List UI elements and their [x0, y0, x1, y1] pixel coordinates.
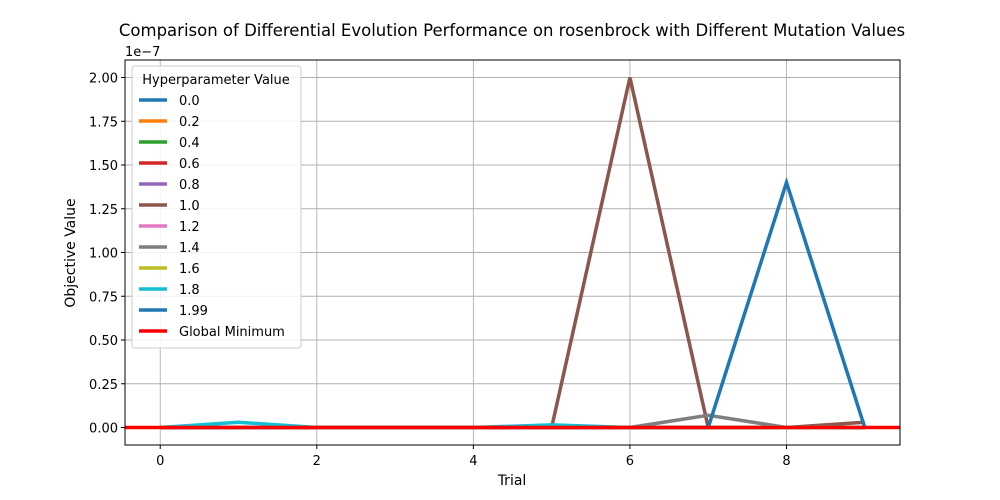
- y-tick-label: 1.25: [89, 203, 118, 218]
- x-tick-label: 8: [782, 454, 790, 469]
- legend-entry-label: 0.8: [179, 178, 200, 193]
- y-tick-label: 0.25: [89, 378, 118, 393]
- x-axis-label: Trial: [497, 473, 527, 489]
- legend-entry-label: 0.2: [179, 115, 200, 130]
- y-tick-label: 0.00: [89, 422, 118, 437]
- y-tick-label: 1.50: [89, 159, 118, 174]
- x-tick-label: 0: [156, 454, 164, 469]
- axis-ticks: 0 2 4 6 8 0.00 0.25 0.50 0.75 1.00 1.25 1.50 1.75 2.0…: [89, 72, 791, 470]
- legend-entry-label: 1.6: [179, 262, 200, 277]
- legend-entry-label: 1.2: [179, 220, 200, 235]
- plot-lines: [125, 77, 900, 430]
- legend: Hyperparameter Value 0.0 0.2 0.4 0.6 0.8 1.0 1.…: [131, 65, 302, 349]
- legend-entry-label: 1.8: [179, 283, 200, 298]
- y-tick-label: 1.75: [89, 115, 118, 130]
- legend-title: Hyperparameter Value: [142, 73, 290, 88]
- legend-box: [131, 65, 302, 349]
- legend-entry-label: 1.0: [179, 199, 200, 214]
- legend-entry-label: Global Minimum: [179, 325, 285, 340]
- chart-title: Comparison of Differential Evolution Per…: [119, 21, 905, 40]
- legend-entry-label: 1.4: [179, 241, 200, 256]
- x-tick-label: 6: [626, 454, 634, 469]
- plot-frame: [124, 59, 901, 446]
- legend-entry-label: 0.4: [179, 136, 200, 151]
- y-axis-label: Objective Value: [63, 198, 79, 307]
- legend-entry-label: 0.0: [179, 94, 200, 109]
- y-tick-label: 2.00: [89, 72, 118, 87]
- y-tick-label: 1.00: [89, 247, 118, 262]
- x-tick-label: 2: [313, 454, 321, 469]
- y-tick-label: 0.75: [89, 290, 118, 305]
- y-offset-label: 1e−7: [125, 45, 160, 60]
- y-tick-label: 0.50: [89, 334, 118, 349]
- legend-entry-label: 0.6: [179, 157, 200, 172]
- x-tick-label: 4: [469, 454, 477, 469]
- legend-entry-label: 1.99: [179, 304, 208, 319]
